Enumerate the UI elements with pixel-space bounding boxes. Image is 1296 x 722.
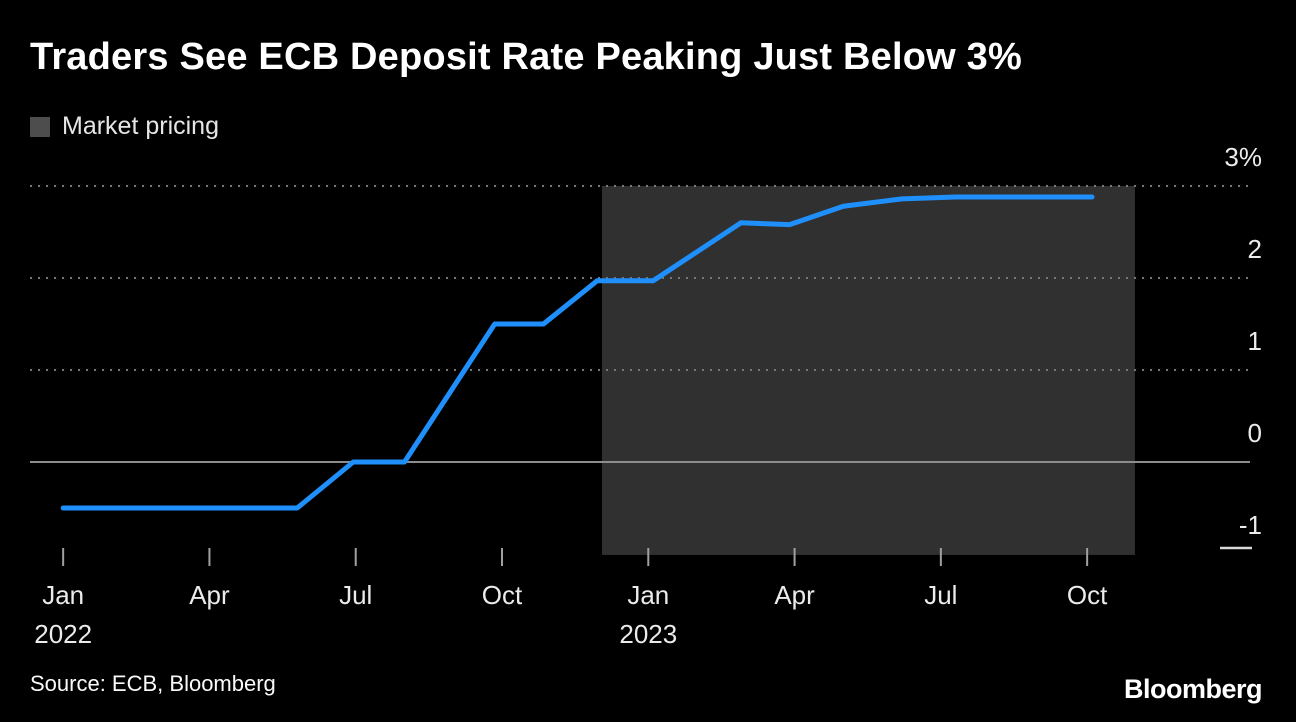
bloomberg-logo: Bloomberg <box>1123 674 1263 704</box>
chart-title: Traders See ECB Deposit Rate Peaking Jus… <box>30 36 1023 78</box>
legend: Market pricing <box>30 112 219 141</box>
rate-line-series <box>60 194 1095 511</box>
legend-swatch-icon <box>30 116 50 137</box>
source-note: Source: ECB, Bloomberg <box>30 671 276 696</box>
legend-label: Market pricing <box>62 112 219 140</box>
